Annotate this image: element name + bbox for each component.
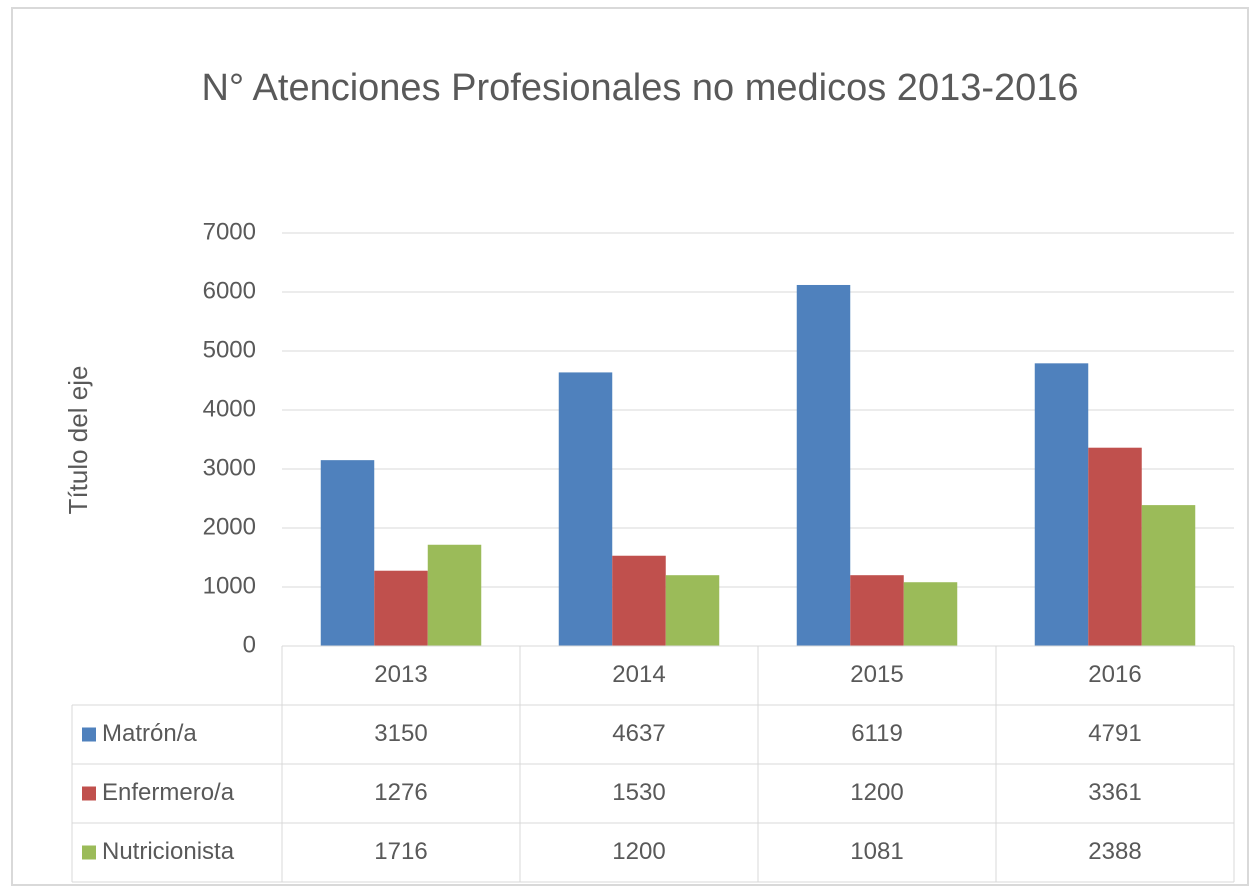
- x-tick-label: 2016: [1088, 661, 1141, 688]
- table-value: 6119: [851, 720, 903, 747]
- legend-key: [82, 786, 96, 801]
- legend-key: [82, 727, 96, 742]
- y-tick-label: 2000: [203, 513, 256, 540]
- table-value: 1200: [612, 838, 665, 865]
- table-value: 2388: [1088, 838, 1141, 865]
- table-value: 1200: [850, 779, 903, 806]
- bar: [1088, 447, 1142, 646]
- y-tick-label: 1000: [203, 572, 256, 599]
- bar: [1141, 505, 1196, 646]
- bar: [427, 544, 482, 646]
- bar: [374, 570, 428, 646]
- table-value: 3361: [1088, 779, 1141, 806]
- legend-key: [82, 845, 96, 860]
- table-value: 1081: [850, 838, 903, 865]
- bar: [1034, 363, 1089, 646]
- x-tick-label: 2015: [850, 661, 903, 688]
- table-value: 4791: [1088, 720, 1141, 747]
- y-tick-label: 0: [243, 631, 256, 658]
- bar: [665, 575, 720, 646]
- x-tick-label: 2013: [374, 661, 427, 688]
- bar: [612, 555, 666, 646]
- y-tick-label: 7000: [203, 218, 256, 245]
- chart-title: N° Atenciones Profesionales no medicos 2…: [201, 67, 1079, 109]
- bar: [558, 372, 613, 646]
- y-tick-label: 4000: [203, 395, 256, 422]
- table-value: 1276: [374, 779, 427, 806]
- table-value: 4637: [612, 720, 665, 747]
- bar: [903, 582, 958, 646]
- table-value: 1530: [612, 779, 665, 806]
- bar: [320, 460, 375, 646]
- y-tick-label: 6000: [203, 277, 256, 304]
- legend-label: Nutricionista: [102, 838, 235, 865]
- legend-label: Matrón/a: [102, 720, 197, 747]
- bar: [796, 284, 851, 646]
- table-value: 1716: [374, 838, 427, 865]
- bar: [850, 575, 904, 646]
- legend-label: Enfermero/a: [102, 779, 235, 806]
- y-tick-label: 5000: [203, 336, 256, 363]
- y-axis-label: Título del eje: [63, 366, 93, 515]
- y-tick-label: 3000: [203, 454, 256, 481]
- table-value: 3150: [374, 720, 427, 747]
- x-tick-label: 2014: [612, 661, 665, 688]
